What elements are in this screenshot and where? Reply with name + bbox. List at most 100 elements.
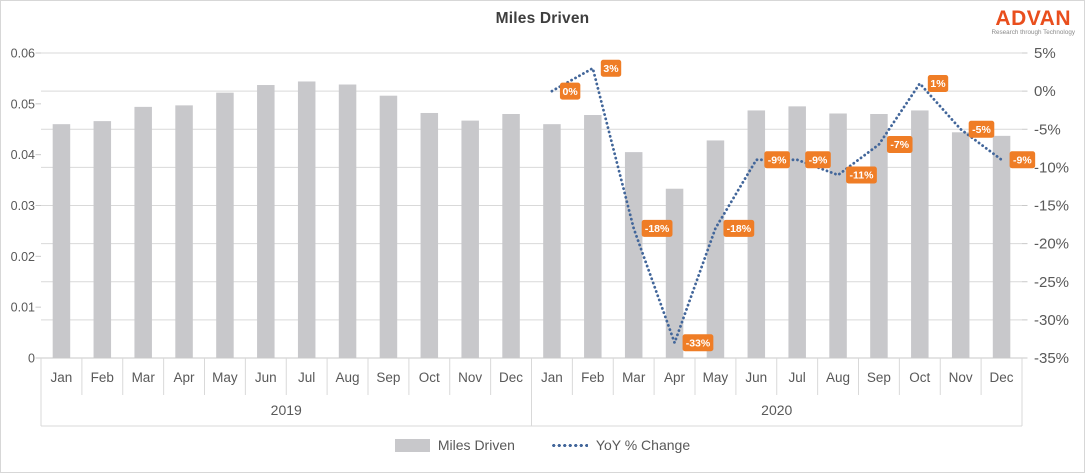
bar-2019-Oct[interactable] (420, 112, 439, 358)
right-axis-label: -15% (1034, 198, 1069, 215)
month-label: Aug (336, 370, 360, 385)
left-axis-label: 0.03 (11, 199, 35, 213)
bar-2019-Apr[interactable] (175, 105, 193, 358)
yoy-data-label-box[interactable] (764, 151, 790, 169)
month-label: Sep (867, 370, 891, 385)
yoy-data-label-box[interactable] (805, 151, 831, 169)
legend-item-miles-driven[interactable]: Miles Driven (394, 437, 515, 453)
bar-2020-Mar[interactable] (624, 152, 643, 358)
yoy-data-label-box[interactable] (927, 75, 949, 92)
month-label: Apr (174, 370, 196, 385)
bar-2019-Aug[interactable] (338, 84, 357, 359)
right-axis-label: -35% (1034, 350, 1069, 367)
left-axis-label: 0.05 (11, 97, 35, 111)
month-label: Feb (91, 370, 114, 385)
logo-wordmark: ADVAN (995, 7, 1072, 30)
left-axis-label: 0 (28, 352, 35, 366)
month-label: Jun (745, 370, 767, 385)
bar-2020-Dec[interactable] (992, 135, 1011, 358)
month-label: Dec (499, 370, 523, 385)
right-axis-label: -5% (1034, 121, 1061, 138)
yoy-data-label: -18% (727, 223, 752, 235)
bar-2020-Jan[interactable] (543, 124, 561, 359)
yoy-data-label: -33% (686, 337, 711, 349)
month-label: Mar (132, 370, 156, 385)
yoy-data-label: -18% (645, 223, 670, 235)
bar-2019-Sep[interactable] (379, 95, 398, 358)
month-label: Sep (376, 370, 400, 385)
yoy-data-label: -9% (768, 154, 787, 166)
month-label: Oct (909, 370, 930, 385)
month-label: May (212, 370, 238, 385)
yoy-percent-change-line[interactable] (550, 66, 1003, 345)
yoy-data-label-box[interactable] (723, 219, 755, 237)
bar-2019-Feb[interactable] (93, 121, 112, 358)
month-label: Jul (298, 370, 315, 385)
left-axis-label: 0.02 (11, 250, 35, 264)
month-label: May (703, 370, 729, 385)
yoy-data-label-box[interactable] (1009, 151, 1036, 169)
right-axis-label: 5% (1034, 45, 1056, 62)
bar-2020-Feb[interactable] (584, 115, 602, 359)
legend-label-miles-driven: Miles Driven (437, 437, 515, 453)
legend-label-yoy-change: YoY % Change (595, 437, 691, 453)
yoy-data-label-box[interactable] (886, 136, 913, 153)
month-label: Jul (789, 370, 806, 385)
right-axis-label: -25% (1034, 274, 1069, 291)
yoy-data-label: -7% (890, 139, 909, 151)
yoy-data-label-box[interactable] (968, 120, 995, 138)
yoy-data-label: -5% (972, 124, 991, 136)
bar-2020-Jul[interactable] (788, 106, 806, 358)
left-axis-label: 0.06 (11, 47, 35, 61)
bar-2020-Oct[interactable] (911, 110, 929, 358)
legend-bar-swatch (394, 438, 430, 452)
month-label: Nov (458, 370, 482, 385)
yoy-data-label-box[interactable] (641, 219, 673, 237)
month-label: Mar (622, 370, 646, 385)
month-label: Oct (419, 370, 440, 385)
bar-2020-Jun[interactable] (747, 110, 766, 358)
yoy-data-label: 1% (930, 78, 946, 90)
bar-2020-Apr[interactable] (665, 188, 684, 358)
month-label: Feb (581, 370, 604, 385)
yoy-data-label: -9% (809, 154, 828, 166)
yoy-data-label-box[interactable] (682, 334, 714, 352)
month-label: Jan (51, 370, 73, 385)
bar-2019-Jan[interactable] (52, 124, 71, 359)
month-label: Dec (990, 370, 1014, 385)
bar-2019-Jul[interactable] (297, 81, 316, 358)
right-axis-label: -10% (1034, 159, 1069, 176)
month-label: Jan (541, 370, 563, 385)
bar-2019-Jun[interactable] (257, 85, 275, 359)
advan-logo: ADVAN Research through Technology (991, 8, 1075, 36)
logo-tagline: Research through Technology (991, 29, 1075, 36)
left-axis-label: 0.01 (11, 301, 35, 315)
bar-2019-Dec[interactable] (502, 114, 520, 358)
legend-dotted-line-swatch (550, 442, 588, 448)
month-label: Apr (664, 370, 686, 385)
month-label: Aug (826, 370, 850, 385)
bar-2019-Mar[interactable] (134, 106, 152, 358)
right-axis-label: -30% (1034, 312, 1069, 329)
bar-2020-Aug[interactable] (829, 113, 847, 358)
yoy-data-label: 0% (563, 86, 579, 98)
yoy-data-label: -11% (849, 170, 874, 182)
right-axis-label: 0% (1034, 83, 1056, 100)
legend: Miles Driven YoY % Change (1, 437, 1084, 453)
yoy-data-label-box[interactable] (846, 166, 877, 184)
bar-2020-May[interactable] (706, 140, 725, 358)
right-axis-label: -20% (1034, 236, 1069, 253)
legend-item-yoy-change[interactable]: YoY % Change (550, 437, 691, 453)
year-label-2020: 2020 (761, 402, 792, 418)
left-axis-label: 0.04 (11, 148, 35, 162)
year-label-2019: 2019 (271, 402, 302, 418)
yoy-data-label-box[interactable] (559, 82, 581, 100)
bar-2020-Nov[interactable] (951, 132, 970, 358)
yoy-data-label: -9% (1013, 154, 1032, 166)
yoy-data-label-box[interactable] (600, 59, 622, 77)
bar-2019-May[interactable] (216, 92, 234, 359)
bar-2019-Nov[interactable] (461, 120, 479, 358)
yoy-data-label: 3% (603, 63, 619, 75)
